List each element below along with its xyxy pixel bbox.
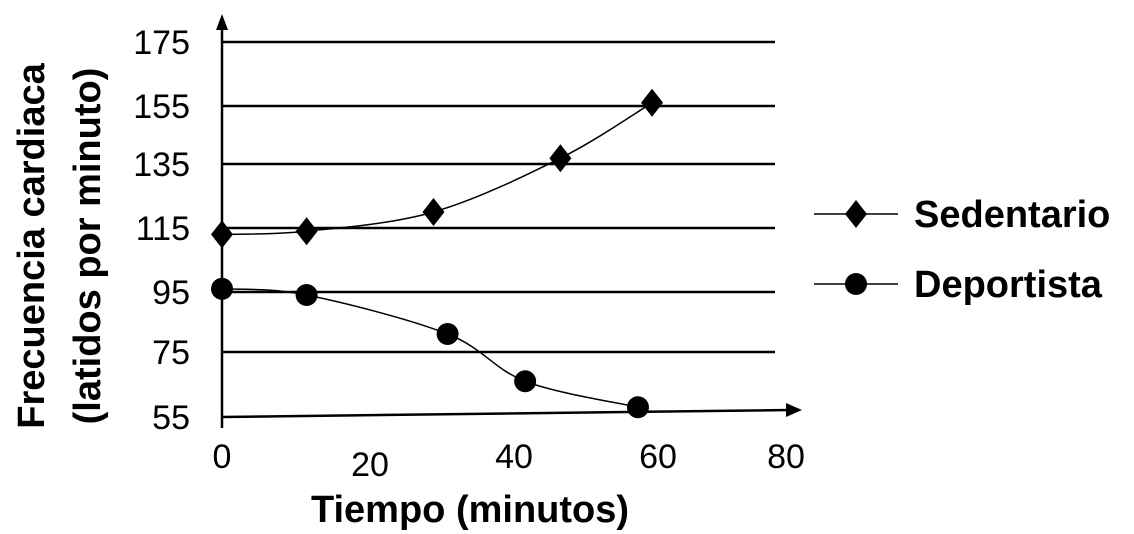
y-axis-arrow bbox=[216, 14, 228, 30]
y-tick-label: 55 bbox=[152, 399, 190, 437]
diamond-marker bbox=[211, 220, 233, 249]
x-tick-label: 80 bbox=[767, 438, 805, 476]
y-axis-title-line2: (latidos por minuto) bbox=[67, 68, 109, 425]
y-tick-label: 115 bbox=[136, 210, 190, 248]
y-axis-title-line1: Frecuencia cardiaca bbox=[11, 62, 53, 428]
circle-marker bbox=[626, 396, 649, 419]
circle-marker bbox=[436, 323, 459, 345]
y-tick-label: 175 bbox=[133, 24, 190, 62]
y-tick-label: 135 bbox=[133, 146, 190, 184]
x-tick-label: 40 bbox=[495, 438, 533, 476]
y-tick-label: 75 bbox=[152, 334, 190, 372]
diamond-marker bbox=[549, 144, 572, 173]
legend-marker bbox=[845, 273, 867, 295]
x-tick-label: 20 bbox=[351, 446, 389, 484]
series-deportista bbox=[211, 277, 649, 419]
legend-marker bbox=[845, 200, 867, 228]
x-axis-line bbox=[221, 408, 791, 419]
x-axis-arrow bbox=[786, 403, 802, 417]
legend-item: Deportista bbox=[814, 264, 1103, 306]
x-tick-labels: 0 20 40 60 80 bbox=[213, 438, 805, 484]
series-line bbox=[221, 288, 639, 408]
series-sedentario bbox=[211, 88, 664, 249]
x-axis-title: Tiempo (minutos) bbox=[311, 489, 629, 531]
diamond-marker bbox=[295, 217, 318, 246]
diamond-marker bbox=[641, 88, 664, 117]
series bbox=[211, 88, 664, 419]
legend-item: Sedentario bbox=[814, 194, 1110, 236]
x-tick-label: 60 bbox=[639, 438, 677, 476]
circle-marker bbox=[211, 277, 233, 300]
circle-marker bbox=[514, 370, 537, 393]
legend: Sedentario Deportista bbox=[814, 194, 1110, 306]
diamond-marker bbox=[422, 198, 445, 226]
legend-label: Deportista bbox=[914, 264, 1103, 306]
circle-marker bbox=[295, 284, 318, 306]
legend-label: Sedentario bbox=[914, 194, 1110, 236]
y-tick-label: 155 bbox=[133, 88, 190, 126]
x-tick-label: 0 bbox=[213, 438, 232, 476]
y-tick-labels: 175 155 135 115 95 75 55 bbox=[133, 24, 190, 437]
y-tick-label: 95 bbox=[152, 274, 190, 312]
